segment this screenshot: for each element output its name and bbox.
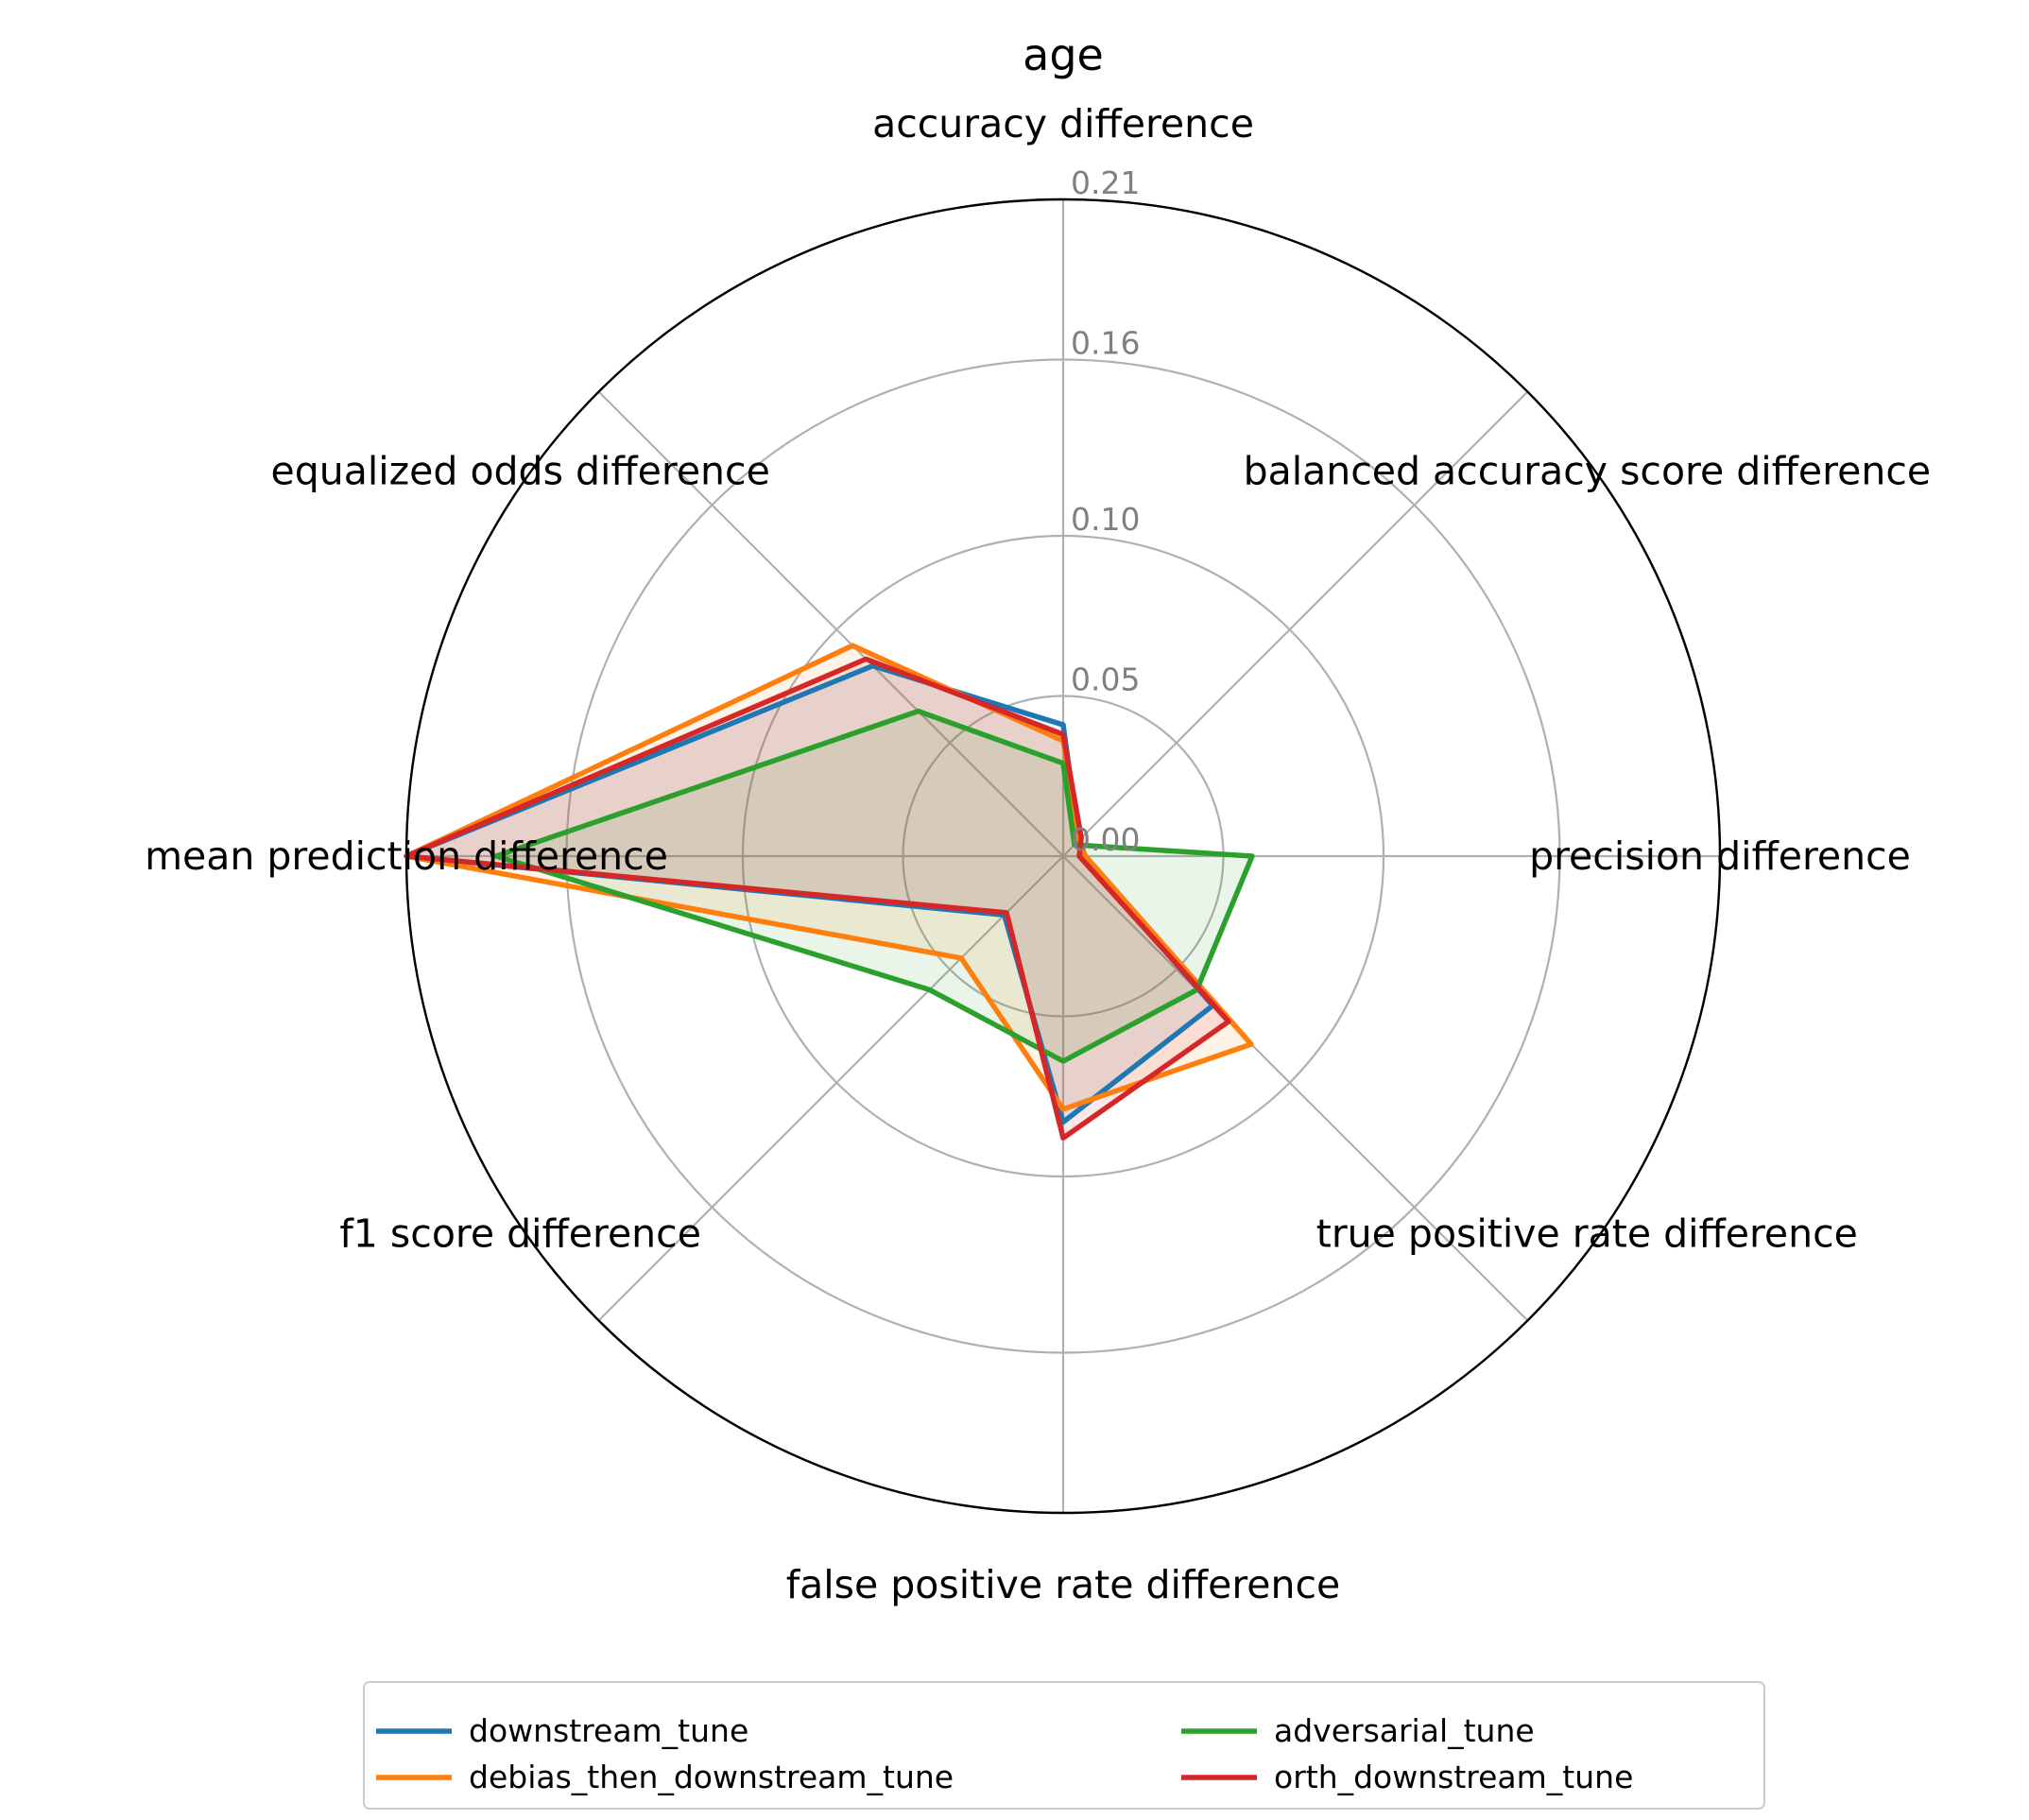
radial-tick-label: 0.00	[1071, 821, 1140, 858]
chart-title: age	[1023, 29, 1104, 80]
axis-label: f1 score difference	[339, 1210, 701, 1256]
axis-labels: accuracy difference balanced accuracy sco…	[145, 101, 1931, 1607]
series-line	[493, 708, 1255, 1064]
legend-label: adversarial_tune	[1274, 1712, 1535, 1749]
axis-label: mean prediction difference	[145, 833, 668, 879]
radial-tick-label: 0.10	[1071, 501, 1140, 538]
series-area	[495, 711, 1252, 1061]
legend-label: orth_downstream_tune	[1274, 1759, 1633, 1795]
series-line	[404, 656, 1231, 1142]
axis-label: false positive rate difference	[786, 1562, 1341, 1607]
axis-label: precision difference	[1529, 833, 1911, 879]
legend-label: debias_then_downstream_tune	[469, 1759, 954, 1795]
radial-tick-label: 0.16	[1071, 325, 1140, 362]
spoke-line	[1062, 390, 1529, 857]
legend: downstream_tune debias_then_downstream_tu…	[363, 1681, 1765, 1810]
radial-tick-label: 0.05	[1071, 661, 1140, 697]
spoke-line	[1062, 855, 1529, 1322]
spoke-line	[597, 390, 1064, 857]
series-area	[406, 659, 1229, 1139]
spoke-line	[597, 855, 1064, 1322]
axis-label: true positive rate difference	[1316, 1210, 1858, 1256]
axis-label: balanced accuracy score difference	[1244, 449, 1932, 494]
radial-tick-labels: 0.00 0.05 0.10 0.16 0.21	[1071, 164, 1140, 858]
radial-tick-label: 0.21	[1071, 164, 1140, 201]
series-layer	[404, 643, 1255, 1142]
legend-label: downstream_tune	[469, 1712, 748, 1749]
axis-label: accuracy difference	[872, 101, 1254, 146]
axis-label: equalized odds difference	[271, 449, 770, 494]
legend-frame	[363, 1681, 1765, 1810]
series-area	[406, 645, 1251, 1109]
